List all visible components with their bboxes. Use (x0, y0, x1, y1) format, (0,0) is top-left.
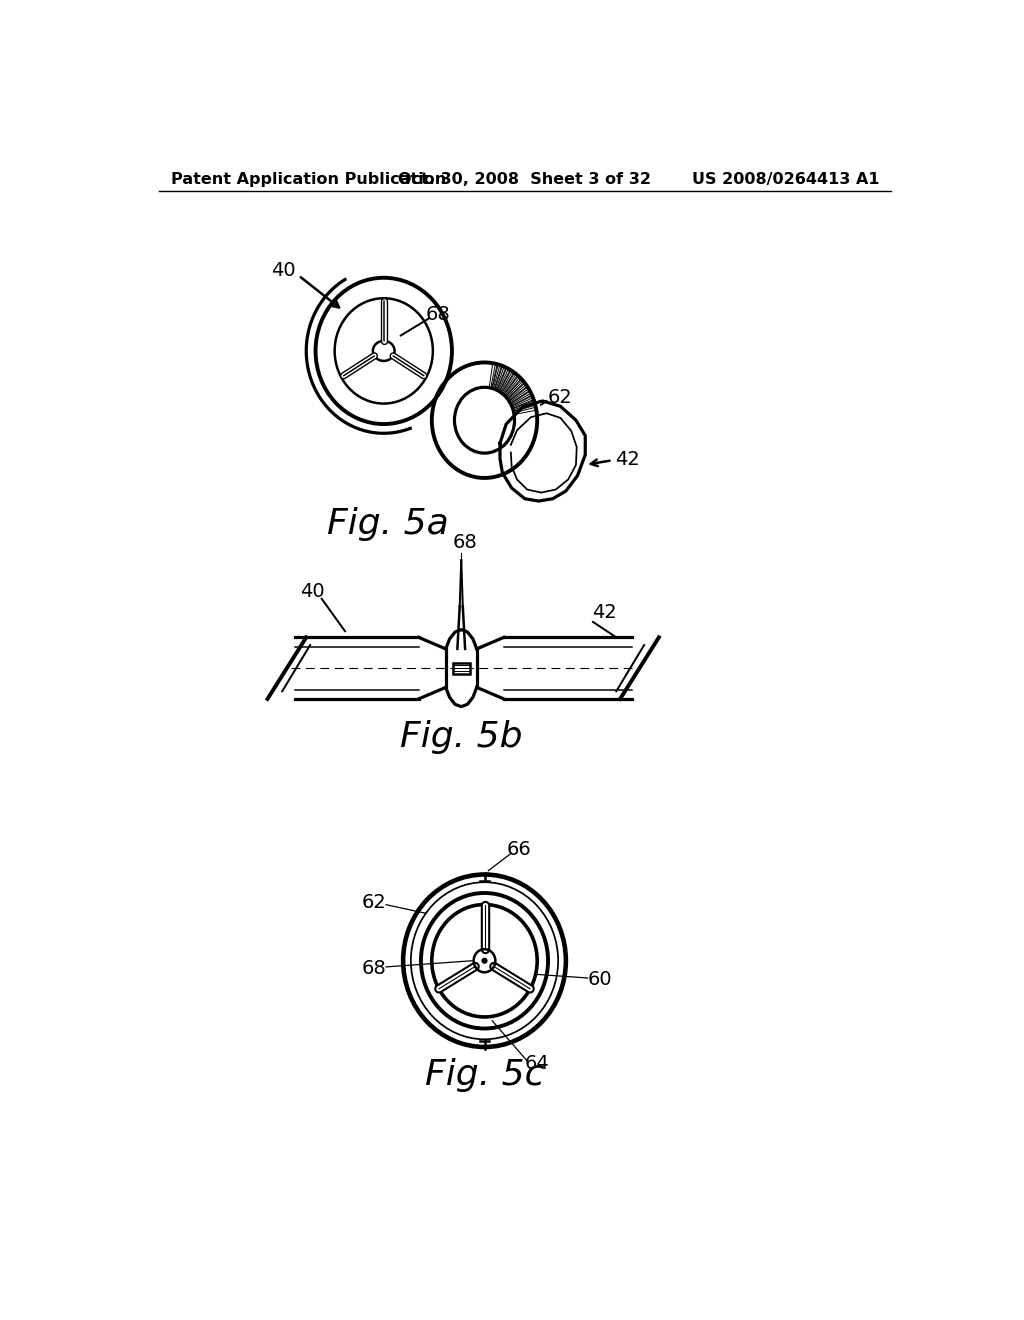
Text: 62: 62 (361, 892, 386, 912)
Text: 60: 60 (588, 970, 612, 989)
Text: 66: 66 (507, 840, 531, 858)
Text: 42: 42 (615, 450, 640, 469)
Text: 40: 40 (300, 582, 325, 601)
Text: 68: 68 (453, 533, 477, 552)
Text: Fig. 5c: Fig. 5c (425, 1057, 544, 1092)
Text: Fig. 5b: Fig. 5b (400, 721, 522, 755)
Text: 40: 40 (270, 260, 295, 280)
Text: 62: 62 (547, 388, 572, 407)
Text: 68: 68 (426, 305, 451, 325)
Text: Fig. 5a: Fig. 5a (327, 507, 449, 541)
Text: 42: 42 (592, 603, 617, 622)
Text: Patent Application Publication: Patent Application Publication (171, 172, 445, 186)
Text: Oct. 30, 2008  Sheet 3 of 32: Oct. 30, 2008 Sheet 3 of 32 (398, 172, 651, 186)
Text: 64: 64 (525, 1055, 550, 1073)
Text: US 2008/0264413 A1: US 2008/0264413 A1 (692, 172, 880, 186)
Circle shape (481, 958, 487, 964)
Text: 68: 68 (361, 958, 386, 978)
